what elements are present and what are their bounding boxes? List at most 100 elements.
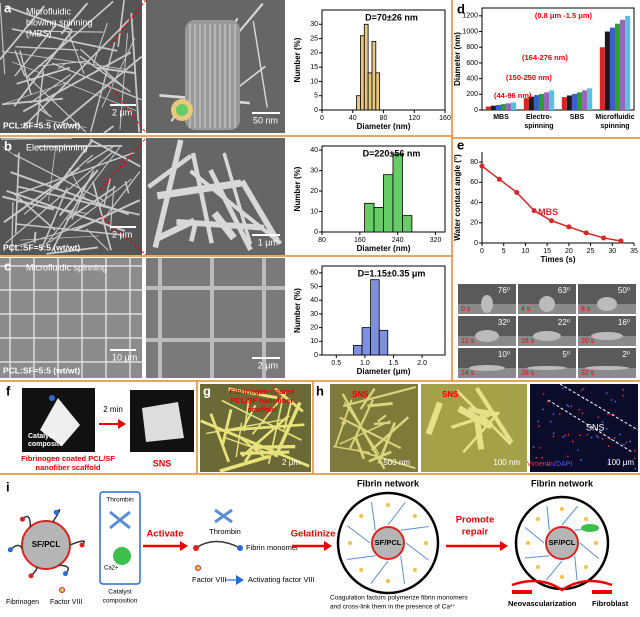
fiber (16, 66, 71, 85)
cell (552, 435, 555, 438)
fiber (51, 62, 142, 101)
bar (566, 95, 572, 110)
time: 24 s (461, 370, 475, 377)
fiber (40, 109, 53, 118)
substrate (578, 368, 636, 378)
fiber (332, 445, 370, 454)
time: 12 s (461, 338, 475, 345)
fiber (58, 169, 99, 217)
cell (567, 405, 570, 408)
fibrin (524, 555, 550, 559)
fiber (339, 416, 402, 450)
cell (532, 446, 535, 448)
fiber (89, 138, 141, 168)
fiber (20, 235, 99, 241)
fiber (13, 30, 74, 107)
legend: Fibrinogen (6, 599, 39, 606)
fibrin (574, 555, 578, 581)
factor-icon (195, 565, 201, 571)
bar (528, 96, 534, 110)
fiber (221, 408, 233, 446)
fiber (14, 152, 20, 234)
x-tick-label: 160 (439, 115, 451, 122)
zoom-line (109, 84, 147, 134)
cell (622, 394, 624, 397)
cell (577, 449, 579, 451)
zoom-line (99, 214, 147, 256)
time: 20 s (581, 338, 595, 345)
cell (571, 440, 574, 443)
catalyst: Catalyst (28, 433, 56, 440)
factor-icon (560, 507, 564, 511)
bar (370, 279, 380, 356)
core-label: SF/PCL (375, 538, 402, 547)
panel-label: g (203, 383, 211, 398)
cell (578, 408, 581, 411)
monomer-end (193, 545, 199, 551)
thrombin: Thrombin (209, 527, 241, 536)
cell (552, 432, 555, 435)
fiber (35, 70, 45, 129)
network-ring (336, 491, 440, 595)
substrate (518, 368, 576, 378)
cell (580, 389, 583, 392)
chart-title: D=70±26 nm (365, 12, 418, 22)
point (601, 235, 607, 241)
cell (597, 416, 600, 419)
cell (538, 425, 540, 427)
contact-angle: 63⁰ (558, 286, 570, 295)
factor-icon (386, 503, 390, 507)
droplet (533, 331, 561, 341)
bar (361, 327, 372, 356)
fiber (40, 187, 68, 251)
series-label: MBS (538, 207, 558, 217)
fiber (79, 48, 123, 87)
bar (587, 88, 593, 110)
y-tick-label: 15 (310, 64, 318, 71)
fiber (40, 30, 104, 33)
fiber (222, 152, 253, 245)
cell (622, 388, 625, 391)
y-tick-label: 1200 (462, 13, 478, 20)
cell (590, 436, 593, 439)
scaffold: nanofiber scaffold (35, 463, 100, 472)
sponge (142, 402, 184, 442)
cell (622, 443, 625, 446)
fiber (13, 221, 96, 248)
x-tick-label: 20 (565, 248, 573, 255)
time: 2 min (103, 405, 123, 414)
y-tick-label: 30 (310, 311, 318, 318)
fiber (46, 246, 99, 255)
catalyst: composite (28, 441, 63, 448)
y-tick-label: 40 (470, 199, 478, 206)
factor-icon (584, 516, 589, 521)
factor-icon (412, 567, 417, 572)
fiber (156, 179, 242, 200)
method: Microfluidic (26, 6, 72, 16)
bar (604, 31, 610, 111)
vessel (511, 579, 613, 592)
bar (544, 92, 550, 110)
fiber (6, 6, 73, 31)
contact-angle: 32⁰ (498, 318, 510, 327)
fiber (239, 179, 280, 243)
fibrin (370, 560, 389, 584)
substrate (578, 336, 636, 346)
contact-angle: 22⁰ (558, 318, 570, 327)
panel-label: e (457, 137, 464, 152)
scale-bar: 2 μm (112, 107, 132, 117)
catalyst: Catalyst (108, 589, 132, 596)
x-tick-label: 120 (408, 115, 420, 122)
scale-bar: 50 nm (253, 115, 278, 125)
fiber (25, 74, 87, 133)
cell (607, 462, 610, 464)
y-tick-label: 0 (474, 107, 478, 114)
cell (605, 392, 608, 395)
fiber (99, 171, 141, 225)
panel-label: h (316, 383, 324, 398)
fiber (241, 414, 290, 458)
x-tick-label: 160 (354, 237, 366, 244)
contact-angle: 2⁰ (622, 350, 630, 359)
fibrinogen-end (62, 571, 68, 577)
factor-icon (348, 541, 352, 545)
